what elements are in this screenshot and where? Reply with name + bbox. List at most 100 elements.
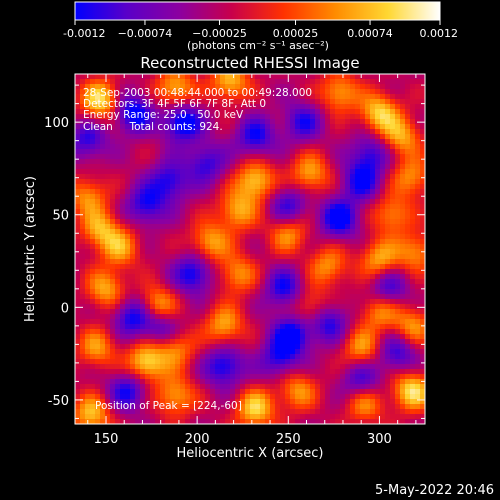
heatmap-cell bbox=[360, 304, 366, 310]
heatmap-cell bbox=[185, 319, 191, 325]
heatmap-cell bbox=[215, 229, 221, 235]
heatmap-cell bbox=[245, 314, 251, 320]
heatmap-cell bbox=[405, 84, 411, 90]
heatmap-cell bbox=[315, 364, 321, 370]
heatmap-cell bbox=[300, 199, 306, 205]
heatmap-cell bbox=[130, 384, 136, 390]
heatmap-cell bbox=[410, 249, 416, 255]
heatmap-cell bbox=[420, 279, 425, 285]
heatmap-cell bbox=[230, 264, 236, 270]
heatmap-cell bbox=[155, 359, 161, 365]
heatmap-cell bbox=[210, 144, 216, 150]
heatmap-cell bbox=[105, 334, 111, 340]
heatmap-cell bbox=[80, 244, 86, 250]
heatmap-cell bbox=[155, 259, 161, 265]
heatmap-cell bbox=[260, 329, 266, 335]
heatmap-cell bbox=[290, 119, 296, 125]
heatmap-cell bbox=[180, 334, 186, 340]
heatmap-cell bbox=[285, 114, 291, 120]
heatmap-cell bbox=[280, 109, 286, 115]
heatmap-cell bbox=[90, 199, 96, 205]
heatmap-cell bbox=[300, 249, 306, 255]
heatmap-cell bbox=[385, 224, 391, 230]
heatmap-cell bbox=[300, 229, 306, 235]
heatmap-cell bbox=[420, 164, 425, 170]
heatmap-cell bbox=[405, 299, 411, 305]
heatmap-cell bbox=[120, 269, 126, 275]
heatmap-cell bbox=[370, 79, 376, 85]
heatmap-cell bbox=[360, 274, 366, 280]
heatmap-cell bbox=[285, 414, 291, 420]
heatmap-cell bbox=[85, 369, 91, 375]
heatmap-cell bbox=[200, 334, 206, 340]
heatmap-cell bbox=[145, 99, 151, 105]
heatmap-cell bbox=[325, 239, 331, 245]
heatmap-cell bbox=[190, 219, 196, 225]
heatmap-cell bbox=[360, 364, 366, 370]
heatmap-cell bbox=[320, 329, 326, 335]
heatmap-cell bbox=[320, 159, 326, 165]
heatmap-cell bbox=[75, 139, 81, 145]
heatmap-cell bbox=[415, 154, 421, 160]
heatmap-cell bbox=[115, 259, 121, 265]
heatmap-cell bbox=[255, 329, 261, 335]
heatmap-cell bbox=[290, 134, 296, 140]
heatmap-cell bbox=[185, 294, 191, 300]
heatmap-cell bbox=[305, 234, 311, 240]
heatmap-cell bbox=[110, 379, 116, 385]
heatmap-cell bbox=[400, 84, 406, 90]
heatmap-cell bbox=[230, 239, 236, 245]
heatmap-cell bbox=[210, 134, 216, 140]
heatmap-cell bbox=[360, 74, 366, 80]
heatmap-cell bbox=[395, 289, 401, 295]
heatmap-cell bbox=[305, 344, 311, 350]
heatmap-cell bbox=[220, 269, 226, 275]
heatmap-cell bbox=[205, 419, 211, 424]
heatmap-cell bbox=[130, 129, 136, 135]
heatmap-cell bbox=[215, 189, 221, 195]
heatmap-cell bbox=[370, 269, 376, 275]
heatmap-cell bbox=[195, 254, 201, 260]
heatmap-cell bbox=[225, 419, 231, 424]
heatmap-cell bbox=[105, 319, 111, 325]
heatmap-cell bbox=[115, 264, 121, 270]
heatmap-cell bbox=[185, 109, 191, 115]
heatmap-cell bbox=[215, 144, 221, 150]
heatmap-cell bbox=[180, 304, 186, 310]
heatmap-cell bbox=[190, 284, 196, 290]
heatmap-cell bbox=[385, 419, 391, 424]
heatmap-cell bbox=[310, 399, 316, 405]
heatmap-cell bbox=[245, 234, 251, 240]
heatmap-cell bbox=[340, 374, 346, 380]
heatmap-cell bbox=[205, 259, 211, 265]
heatmap-cell bbox=[360, 139, 366, 145]
heatmap-cell bbox=[185, 234, 191, 240]
heatmap-cell bbox=[195, 224, 201, 230]
heatmap-cell bbox=[320, 334, 326, 340]
heatmap-cell bbox=[260, 344, 266, 350]
heatmap-cell bbox=[235, 154, 241, 160]
heatmap-cell bbox=[370, 214, 376, 220]
heatmap-cell bbox=[240, 214, 246, 220]
heatmap-cell bbox=[100, 374, 106, 380]
heatmap-cell bbox=[355, 139, 361, 145]
heatmap-cell bbox=[175, 104, 181, 110]
heatmap-cell bbox=[405, 89, 411, 95]
heatmap-cell bbox=[200, 409, 206, 415]
heatmap-cell bbox=[395, 154, 401, 160]
heatmap-cell bbox=[290, 214, 296, 220]
heatmap-cell bbox=[330, 154, 336, 160]
heatmap-cell bbox=[405, 394, 411, 400]
heatmap-cell bbox=[240, 184, 246, 190]
heatmap-cell bbox=[260, 149, 266, 155]
heatmap-cell bbox=[285, 339, 291, 345]
heatmap-cell bbox=[200, 259, 206, 265]
heatmap-cell bbox=[190, 189, 196, 195]
heatmap-cell bbox=[125, 219, 131, 225]
heatmap-cell bbox=[125, 269, 131, 275]
heatmap-cell bbox=[300, 389, 306, 395]
heatmap-cell bbox=[270, 199, 276, 205]
heatmap-cell bbox=[305, 359, 311, 365]
heatmap-cell bbox=[265, 84, 271, 90]
heatmap-cell bbox=[370, 89, 376, 95]
